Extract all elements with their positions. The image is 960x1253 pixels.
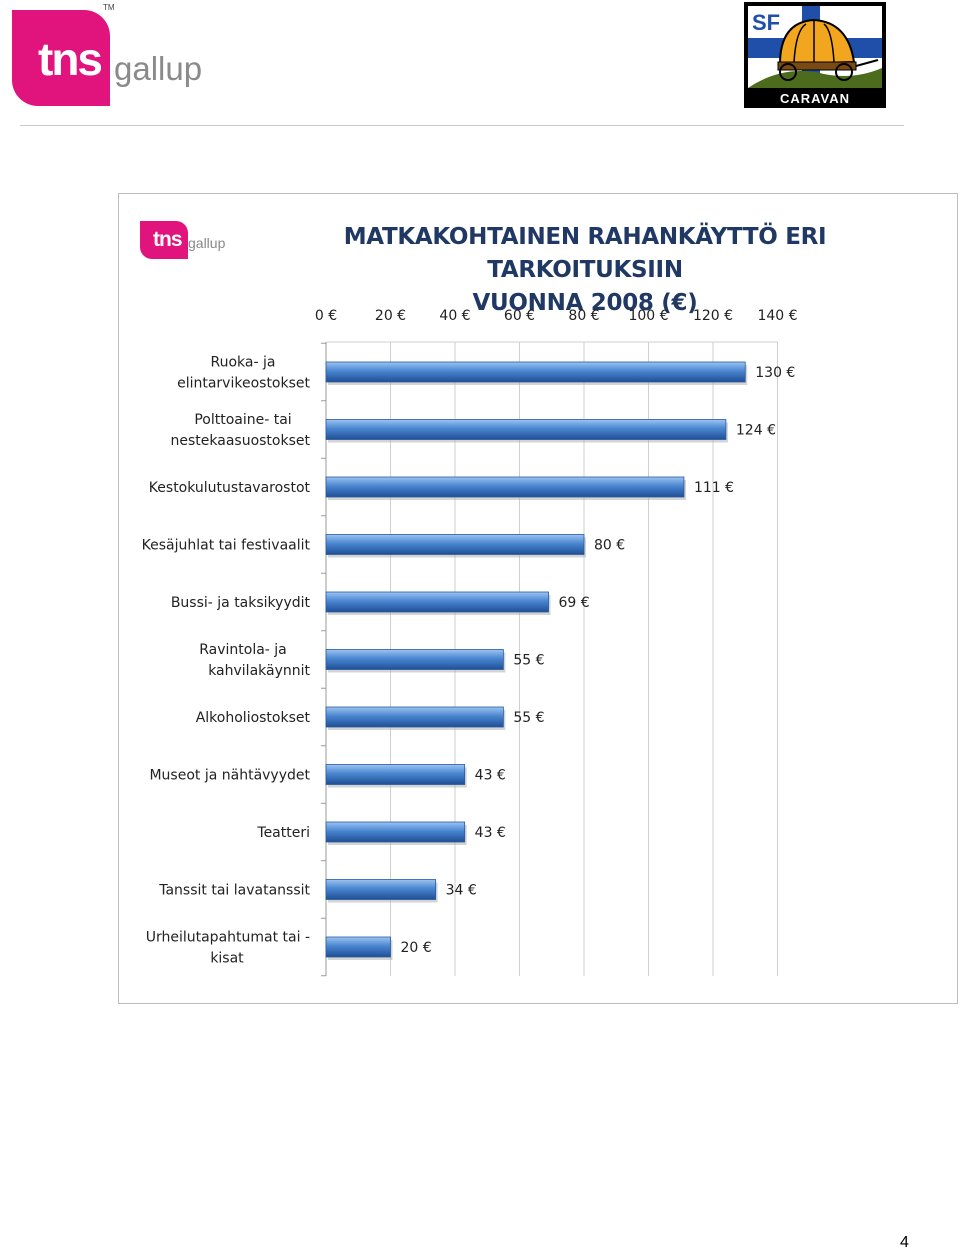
data-label: 34 € bbox=[446, 883, 477, 899]
chart-tns-logo-text: tns bbox=[153, 228, 182, 251]
bar bbox=[325, 879, 437, 900]
chart-tns-gallup-logo: tns gallup bbox=[140, 219, 230, 261]
x-tick-label: 60 € bbox=[504, 308, 535, 324]
sf-logo-text: SF bbox=[752, 10, 780, 35]
category-label: kahvilakäynnit bbox=[208, 663, 310, 679]
bar bbox=[325, 649, 504, 670]
sf-caravan-logo: SF CARAVAN bbox=[744, 2, 886, 108]
bar bbox=[325, 361, 746, 383]
data-label: 20 € bbox=[401, 940, 432, 956]
bar bbox=[325, 821, 466, 843]
category-label: Urheilutapahtumat tai - bbox=[146, 930, 310, 946]
chart-title-line-1: MATKAKOHTAINEN RAHANKÄYTTÖ ERI TARKOITUK… bbox=[343, 224, 827, 283]
data-label: 130 € bbox=[755, 365, 795, 381]
x-tick-label: 40 € bbox=[439, 308, 470, 324]
page-number: 4 bbox=[900, 1234, 909, 1251]
category-label: Ravintola- ja bbox=[199, 642, 287, 658]
category-label: elintarvikeostokset bbox=[177, 376, 310, 392]
data-label: 43 € bbox=[475, 825, 506, 841]
header-divider bbox=[20, 125, 904, 126]
category-label: kisat bbox=[210, 951, 244, 967]
x-tick-label: 100 € bbox=[628, 308, 668, 324]
caravan-logo-text: CARAVAN bbox=[780, 91, 850, 106]
category-label: Kesäjuhlat tai festivaalit bbox=[142, 538, 311, 554]
data-label: 124 € bbox=[736, 423, 776, 439]
category-label: Ruoka- ja bbox=[211, 355, 276, 371]
category-label: nestekaasuostokset bbox=[171, 433, 311, 449]
bar bbox=[325, 419, 727, 440]
chart-gallup-logo-text: gallup bbox=[188, 235, 226, 251]
x-tick-label: 120 € bbox=[693, 308, 733, 324]
x-axis-ticks: 0 € 20 € 40 € 60 € 80 € 100 € 120 € 140 € bbox=[315, 308, 798, 324]
bar bbox=[325, 764, 466, 785]
chart-title: MATKAKOHTAINEN RAHANKÄYTTÖ ERI TARKOITUK… bbox=[250, 221, 920, 320]
category-label: Bussi- ja taksikyydit bbox=[171, 595, 311, 611]
chart-tns-badge bbox=[140, 221, 188, 259]
x-tick-label: 0 € bbox=[315, 308, 337, 324]
tns-logo-text: tns bbox=[38, 33, 103, 85]
chart-title-line-2: VUONNA 2008 (€) bbox=[472, 290, 698, 316]
bar bbox=[325, 591, 549, 613]
gallup-logo-text: gallup bbox=[114, 50, 203, 87]
bar bbox=[325, 936, 391, 958]
category-label: Tanssit tai lavatanssit bbox=[158, 883, 310, 899]
category-labels: Ruoka- ja elintarvikeostokset Polttoaine- … bbox=[142, 355, 311, 967]
bar bbox=[325, 534, 585, 555]
category-label: Alkoholiostokset bbox=[196, 710, 311, 726]
data-label: 43 € bbox=[475, 768, 506, 784]
bar bbox=[325, 476, 685, 498]
x-tick-label: 20 € bbox=[375, 308, 406, 324]
category-label: Teatteri bbox=[256, 825, 310, 841]
category-label: Kestokulutustavarostot bbox=[149, 480, 311, 496]
data-label: 111 € bbox=[694, 480, 734, 496]
data-labels: 130 € 124 € 111 € 80 € 69 € 55 € 55 € 43 € 43 € 3… bbox=[401, 365, 796, 956]
tns-gallup-logo: tns gallup bbox=[6, 4, 202, 108]
data-label: 69 € bbox=[559, 595, 590, 611]
tns-badge bbox=[12, 10, 110, 106]
x-tick-label: 140 € bbox=[757, 308, 797, 324]
data-label: 80 € bbox=[594, 538, 625, 554]
bars bbox=[325, 361, 748, 960]
data-label: 55 € bbox=[513, 653, 544, 669]
category-label: Museot ja nähtävyydet bbox=[149, 768, 310, 784]
category-label: Polttoaine- tai bbox=[194, 412, 291, 428]
x-tick-label: 80 € bbox=[568, 308, 599, 324]
data-label: 55 € bbox=[513, 710, 544, 726]
trademark-mark: TM bbox=[103, 3, 115, 12]
bar bbox=[325, 706, 504, 728]
